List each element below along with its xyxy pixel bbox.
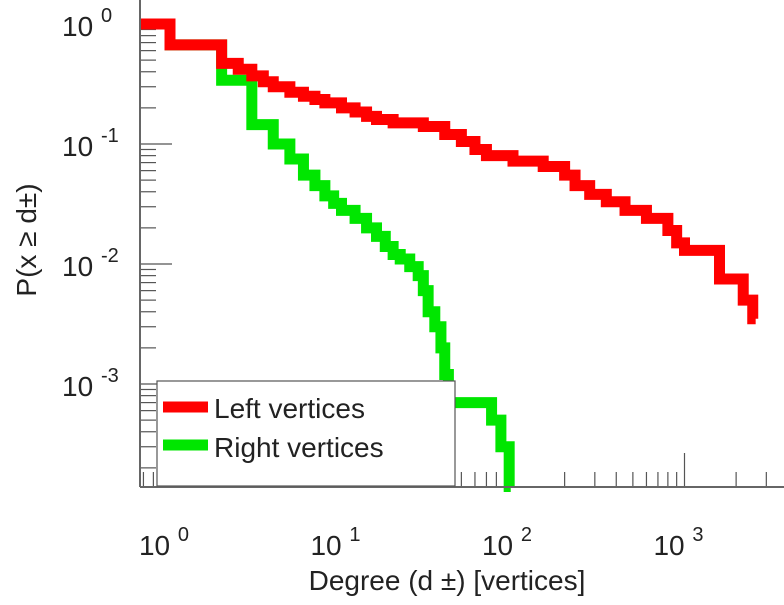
x-tick-label: 10 1: [310, 524, 360, 561]
y-tick-label: 10 -3: [62, 365, 119, 402]
legend-label-left: Left vertices: [214, 393, 365, 424]
series-line-right-vertices: [140, 18, 515, 492]
legend: Left vertices Right vertices: [156, 380, 456, 487]
legend-label-right: Right vertices: [214, 432, 384, 463]
y-tick-label: 10 0: [62, 5, 112, 42]
y-axis-label: P(x ≥ d±): [11, 183, 42, 296]
legend-box: [156, 380, 456, 487]
x-axis-label: Degree (d ±) [vertices]: [309, 565, 586, 596]
x-tick-label: 10 3: [653, 524, 703, 561]
axes: [139, 0, 784, 488]
y-tick-label: 10 -1: [62, 125, 119, 162]
y-tick-label: 10 -2: [62, 245, 119, 282]
series-lines: [140, 18, 759, 492]
x-tick-label: 10 0: [139, 524, 189, 561]
x-tick-label: 10 2: [482, 524, 532, 561]
series-line-left-vertices: [140, 18, 759, 325]
tick-labels: 10 0 10 1 10 2 10 3 10 0 10 -1 10 -2 10 -3: [62, 5, 704, 561]
